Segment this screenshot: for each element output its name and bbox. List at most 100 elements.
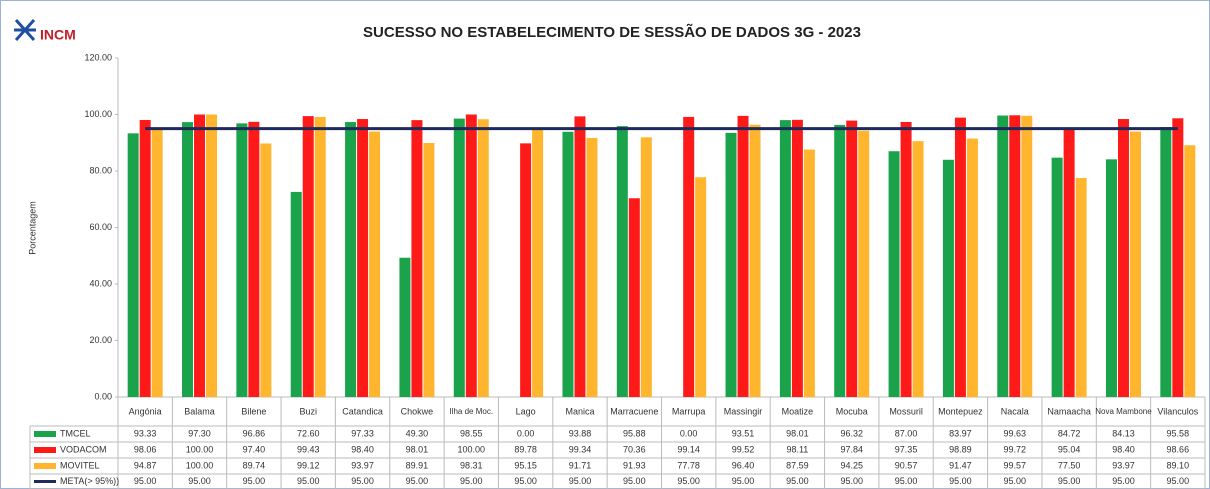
table-value: 90.57: [895, 460, 918, 470]
table-value: 99.14: [677, 444, 700, 454]
bar: [1172, 118, 1184, 398]
y-tick-label: 60.00: [89, 222, 112, 232]
legend-swatch: [34, 431, 56, 437]
table-value: 99.72: [1004, 444, 1027, 454]
table-value: 77.78: [677, 460, 700, 470]
bar: [1117, 119, 1129, 398]
table-value: 91.47: [949, 460, 972, 470]
x-tick-label: Nova Mambone: [1095, 407, 1152, 416]
x-tick-label: Vilanculos: [1157, 406, 1198, 416]
bar: [888, 151, 900, 397]
y-axis-label: Porcentagem: [27, 201, 37, 255]
table-value: 96.32: [840, 428, 863, 438]
table-value: 96.40: [732, 460, 755, 470]
bar: [453, 118, 465, 397]
table-value: 99.43: [297, 444, 320, 454]
table-value: 93.51: [732, 428, 755, 438]
table-value: 97.40: [243, 444, 266, 454]
bar: [399, 257, 411, 397]
chart-title: SUCESSO NO ESTABELECIMENTO DE SESSÃO DE …: [363, 23, 861, 41]
bar: [290, 191, 302, 397]
x-tick-label: Mocuba: [836, 406, 868, 416]
table-value: 99.12: [297, 460, 320, 470]
bar: [151, 128, 163, 397]
table-value: 95.00: [732, 476, 755, 486]
table-value: 98.89: [949, 444, 972, 454]
table-value: 95.04: [1058, 444, 1081, 454]
logo-mark: [14, 18, 36, 42]
x-tick-label: Massingir: [724, 406, 763, 416]
bar: [966, 138, 978, 398]
bar: [532, 128, 544, 398]
table-value: 95.00: [134, 476, 157, 486]
table-value: 95.00: [514, 476, 537, 486]
table-value: 97.84: [840, 444, 863, 454]
legend-swatch: [34, 447, 56, 453]
table-value: 95.00: [1058, 476, 1081, 486]
table-value: 89.78: [514, 444, 537, 454]
table-value: 94.25: [840, 460, 863, 470]
table-value: 98.55: [460, 428, 483, 438]
table-value: 95.00: [1004, 476, 1027, 486]
table-value: 89.74: [243, 460, 266, 470]
bar: [574, 116, 586, 397]
y-tick-label: 20.00: [89, 335, 112, 345]
table-value: 95.00: [351, 476, 374, 486]
bar: [779, 120, 791, 397]
table-value: 77.50: [1058, 460, 1081, 470]
table-value: 100.00: [186, 444, 214, 454]
x-tick-label: Lago: [516, 406, 536, 416]
y-tick-label: 120.00: [84, 52, 112, 62]
table-value: 95.88: [623, 428, 646, 438]
bar: [858, 130, 870, 397]
table-value: 93.97: [1112, 460, 1135, 470]
bar: [997, 115, 1009, 397]
table-value: 98.06: [134, 444, 157, 454]
bar: [942, 159, 954, 397]
x-tick-label: Balama: [184, 406, 215, 416]
table-value: 91.71: [569, 460, 592, 470]
bar: [260, 143, 272, 397]
table-value: 0.00: [517, 428, 535, 438]
table-value: 95.00: [406, 476, 429, 486]
x-tick-label: Nacala: [1001, 406, 1029, 416]
bar: [236, 123, 248, 398]
bar: [737, 115, 749, 397]
logo: INCM: [40, 27, 76, 43]
bar: [1021, 115, 1033, 397]
y-tick-label: 100.00: [84, 109, 112, 119]
table-value: 100.00: [186, 460, 214, 470]
bar: [900, 121, 912, 397]
table-value: 99.34: [569, 444, 592, 454]
table-value: 95.00: [1167, 476, 1190, 486]
table-value: 98.40: [351, 444, 374, 454]
table-value: 95.00: [569, 476, 592, 486]
table-value: 97.33: [351, 428, 374, 438]
bar: [345, 122, 357, 397]
bar: [954, 117, 966, 398]
table-value: 95.00: [840, 476, 863, 486]
bar: [369, 131, 381, 398]
bar: [616, 126, 628, 397]
bar: [834, 124, 846, 398]
table-value: 95.00: [895, 476, 918, 486]
table-value: 95.00: [1112, 476, 1135, 486]
table-value: 99.63: [1004, 428, 1027, 438]
bar: [628, 198, 640, 397]
bar: [1129, 131, 1141, 398]
bar: [248, 121, 260, 397]
table-value: 95.00: [786, 476, 809, 486]
x-tick-label: Marracuene: [610, 406, 658, 416]
legend-label: MOVITEL: [60, 460, 100, 470]
table-value: 72.60: [297, 428, 320, 438]
table-value: 97.30: [188, 428, 211, 438]
x-tick-label: Namaacha: [1047, 406, 1091, 416]
table-value: 96.86: [243, 428, 266, 438]
table-value: 98.40: [1112, 444, 1135, 454]
table-value: 87.00: [895, 428, 918, 438]
bar: [206, 114, 218, 397]
x-tick-label: Ilha de Moc.: [449, 407, 493, 416]
table-value: 98.01: [786, 428, 809, 438]
x-tick-label: Manica: [565, 406, 594, 416]
table-value: 93.88: [569, 428, 592, 438]
